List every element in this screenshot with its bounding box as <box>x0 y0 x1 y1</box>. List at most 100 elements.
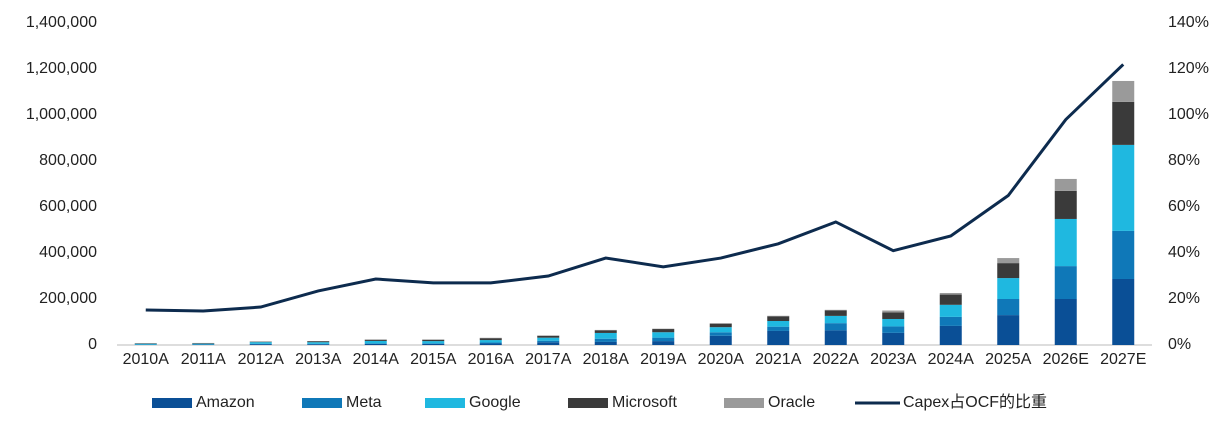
x-tick-label: 2019A <box>640 351 687 368</box>
bar <box>824 309 847 311</box>
legend-label: Google <box>469 394 521 411</box>
bar <box>1054 190 1077 219</box>
bar <box>939 304 962 317</box>
legend-label: Capex占OCF的比重 <box>903 393 1047 411</box>
bar <box>479 340 502 343</box>
bar <box>249 344 272 345</box>
y2-tick-label: 20% <box>1168 290 1200 307</box>
y-tick-label: 400,000 <box>39 244 97 261</box>
bar <box>709 323 732 328</box>
bar <box>939 294 962 305</box>
bar <box>709 335 732 345</box>
y2-tick-label: 40% <box>1168 244 1200 261</box>
x-tick-label: 2014A <box>353 351 400 368</box>
bar <box>939 316 962 326</box>
bar <box>652 329 675 333</box>
bar <box>249 342 272 344</box>
x-tick-label: 2011A <box>181 351 226 368</box>
bar <box>824 315 847 324</box>
bar <box>307 344 330 345</box>
legend-swatch <box>302 398 342 408</box>
bar <box>249 341 272 343</box>
bar <box>537 340 560 343</box>
x-tick-label: 2025A <box>985 351 1032 368</box>
bar <box>1112 101 1135 145</box>
bar <box>767 326 790 331</box>
x-tick-label: 2020A <box>698 351 745 368</box>
bar <box>882 310 905 313</box>
bar <box>1054 218 1077 267</box>
bar <box>1112 230 1135 279</box>
line <box>145 63 1125 313</box>
bar <box>882 318 905 327</box>
bar <box>824 330 847 345</box>
bar <box>537 335 560 338</box>
bar <box>1112 80 1135 102</box>
x-tick-label: 2016A <box>468 351 515 368</box>
x-tick-label: 2024A <box>928 351 975 368</box>
bar <box>652 341 675 345</box>
bar <box>364 339 387 341</box>
bar <box>364 343 387 345</box>
x-tick-label: 2022A <box>813 351 860 368</box>
legend-label: Microsoft <box>612 394 677 411</box>
bar <box>882 326 905 333</box>
legend-label: Oracle <box>768 394 815 411</box>
legend-swatch <box>425 398 465 408</box>
bar <box>422 341 445 344</box>
bar <box>479 343 502 345</box>
bar <box>1054 178 1077 191</box>
bar <box>767 321 790 327</box>
legend-swatch <box>568 398 608 408</box>
x-tick-label: 2015A <box>410 351 457 368</box>
bar <box>422 343 445 345</box>
bar <box>537 337 560 341</box>
legend-swatch <box>152 398 192 408</box>
bar <box>997 278 1020 299</box>
bar <box>997 299 1020 316</box>
bar <box>997 263 1020 279</box>
y2-tick-label: 0% <box>1168 336 1191 353</box>
bar <box>594 332 617 339</box>
y2-tick-label: 120% <box>1168 60 1209 77</box>
bar <box>422 343 445 344</box>
bar <box>364 340 387 344</box>
y2-tick-label: 60% <box>1168 198 1200 215</box>
bar <box>1112 144 1135 231</box>
y-tick-label: 200,000 <box>39 290 97 307</box>
x-tick-label: 2010A <box>123 351 170 368</box>
bar <box>709 332 732 336</box>
bar <box>997 258 1020 264</box>
bar <box>652 332 675 338</box>
bar <box>192 343 215 344</box>
bar <box>939 325 962 345</box>
bar <box>709 327 732 333</box>
x-tick-label: 2018A <box>583 351 630 368</box>
x-tick-label: 2021A <box>755 351 802 368</box>
legend-swatch <box>724 398 764 408</box>
bar <box>767 316 790 322</box>
legend-label: Amazon <box>196 394 255 411</box>
y2-tick-label: 100% <box>1168 106 1209 123</box>
bar <box>594 330 617 333</box>
bar <box>882 312 905 319</box>
x-tick-label: 2012A <box>238 351 285 368</box>
bar <box>134 343 157 345</box>
bar <box>594 338 617 342</box>
bar <box>422 339 445 342</box>
bar <box>652 337 675 342</box>
bar <box>594 341 617 345</box>
y-tick-label: 1,400,000 <box>26 14 97 31</box>
bar <box>537 342 560 345</box>
bar <box>1112 278 1135 345</box>
bar <box>824 310 847 316</box>
y-tick-label: 800,000 <box>39 152 97 169</box>
bar <box>767 330 790 345</box>
y-tick-label: 1,000,000 <box>26 106 97 123</box>
y2-tick-label: 80% <box>1168 152 1200 169</box>
y-tick-label: 1,200,000 <box>26 60 97 77</box>
bar <box>479 342 502 344</box>
legend-label: Meta <box>346 394 382 411</box>
x-tick-label: 2023A <box>870 351 917 368</box>
